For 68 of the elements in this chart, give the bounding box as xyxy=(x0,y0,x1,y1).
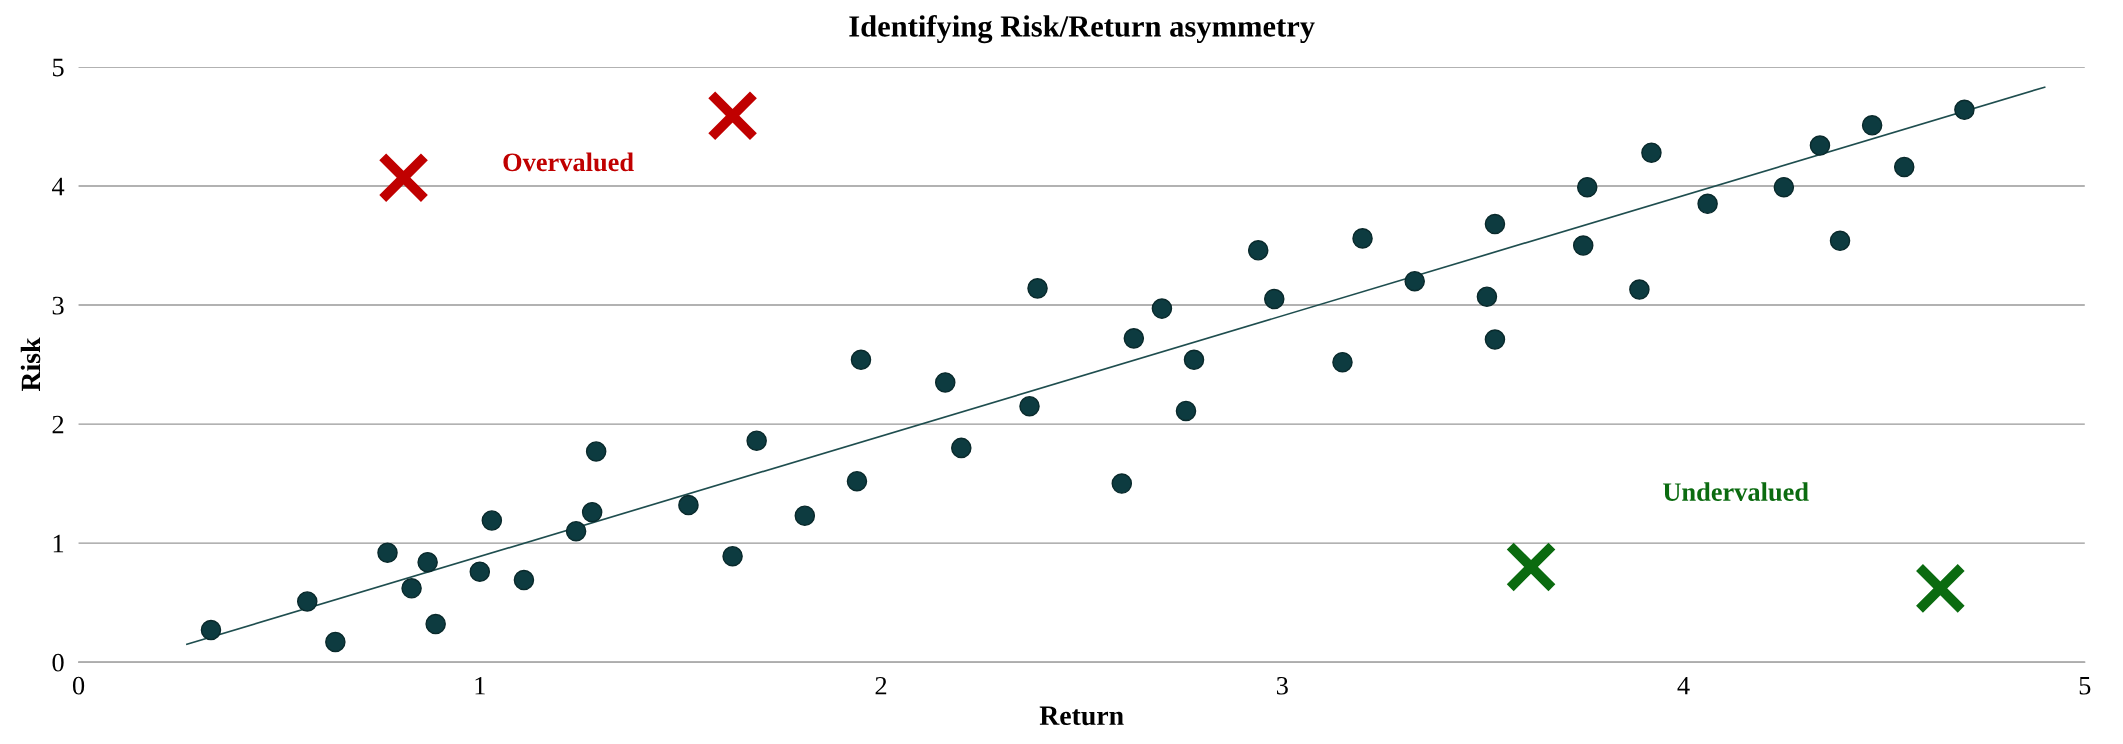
point xyxy=(481,510,503,531)
x-axis-title: Return xyxy=(1039,706,1124,726)
point xyxy=(846,470,868,492)
point xyxy=(1151,298,1173,319)
y-tick-label: 4 xyxy=(51,177,65,196)
point xyxy=(850,349,872,371)
point xyxy=(746,430,767,452)
point xyxy=(1352,228,1373,249)
point xyxy=(417,551,438,573)
point xyxy=(706,90,759,142)
y-tick-label: 2 xyxy=(52,415,64,434)
point xyxy=(1484,213,1506,235)
point xyxy=(1175,400,1197,422)
point xyxy=(1809,135,1831,156)
y-tick-label: 5 xyxy=(53,58,64,77)
point xyxy=(581,501,603,523)
point xyxy=(1404,270,1425,292)
point xyxy=(1263,288,1285,310)
point xyxy=(1247,240,1269,261)
x-tick-label: 4 xyxy=(1677,676,1690,695)
y-tick-label: 1 xyxy=(53,534,64,553)
point xyxy=(325,631,346,653)
point xyxy=(1829,230,1851,252)
point xyxy=(1027,278,1048,299)
point xyxy=(1123,328,1145,349)
point xyxy=(1641,142,1662,163)
point xyxy=(377,151,430,204)
point xyxy=(1476,286,1498,307)
point xyxy=(1954,99,1975,121)
point xyxy=(1576,176,1598,198)
y-axis-title: Risk xyxy=(20,337,41,392)
point xyxy=(1572,235,1594,256)
point xyxy=(1111,473,1133,494)
point xyxy=(585,441,607,462)
point xyxy=(1861,115,1883,136)
point xyxy=(425,613,446,635)
point xyxy=(377,542,398,563)
point xyxy=(1019,395,1040,417)
point xyxy=(1332,351,1353,373)
point xyxy=(794,505,816,527)
text: Overvalued xyxy=(503,152,634,172)
x-tick-label: 3 xyxy=(1276,676,1288,695)
point xyxy=(934,372,956,393)
point xyxy=(1505,541,1557,593)
point xyxy=(951,437,972,459)
chart-title: Identifying Risk/Return asymmetry xyxy=(849,14,1315,44)
point xyxy=(200,619,222,641)
point xyxy=(722,545,743,567)
y-tick-label: 3 xyxy=(52,296,64,315)
x-tick-label: 5 xyxy=(2079,677,2091,695)
point xyxy=(469,561,491,582)
point xyxy=(1183,349,1205,371)
point xyxy=(401,578,422,599)
point xyxy=(513,569,535,591)
point xyxy=(296,591,318,612)
point xyxy=(1893,156,1915,178)
point xyxy=(1914,562,1967,615)
point xyxy=(1484,329,1506,350)
y-tick-label: 0 xyxy=(52,653,64,672)
x-tick-label: 2 xyxy=(875,676,887,695)
point xyxy=(678,494,699,516)
x-tick-label: 0 xyxy=(72,676,85,695)
x-tick-label: 1 xyxy=(475,676,485,695)
point xyxy=(1773,176,1795,198)
point xyxy=(1697,193,1718,215)
point xyxy=(565,520,587,542)
point xyxy=(1629,279,1650,300)
text: Undervalued xyxy=(1663,482,1809,501)
